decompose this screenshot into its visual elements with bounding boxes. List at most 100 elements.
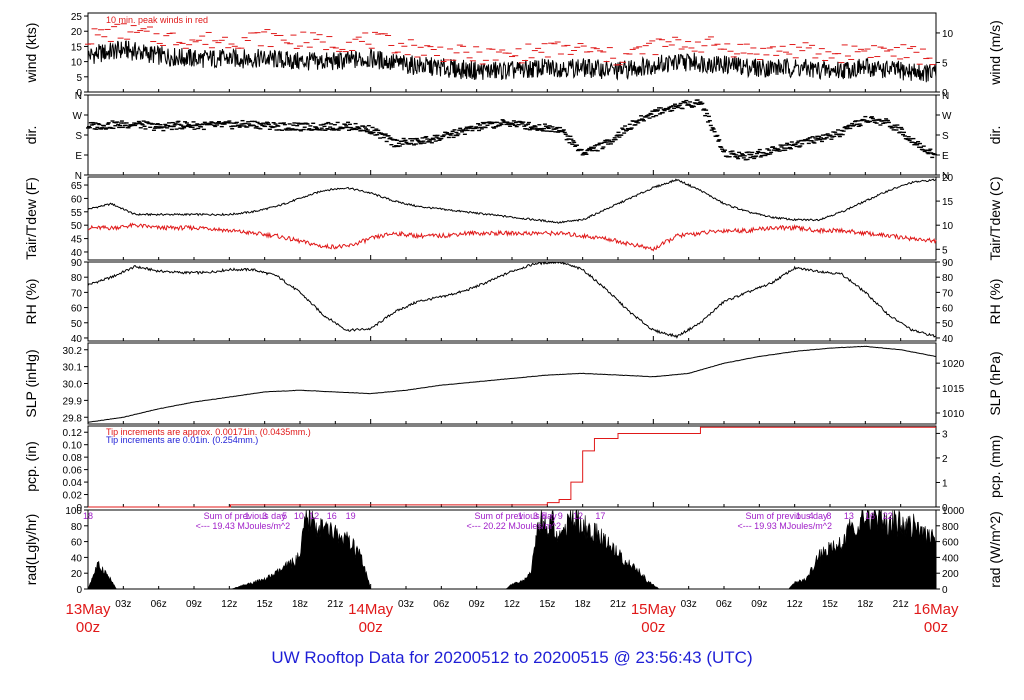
y-tick-label-right: 400 — [942, 553, 959, 564]
y-tick-label-left: 29.8 — [63, 413, 83, 424]
y-tick-label-left: 40 — [71, 334, 83, 345]
y-tick-label-right: 1000 — [942, 506, 965, 517]
sunrise-hour-label: 17 — [595, 511, 605, 521]
sunrise-hour-label: 19 — [346, 511, 356, 521]
series-temp-tdew — [87, 222, 937, 252]
y-axis-title-right: Tair/Tdew (C) — [987, 176, 1003, 260]
y-tick-label-left: N — [75, 171, 82, 182]
y-tick-label-right: 10 — [942, 29, 954, 40]
sunrise-hour-label: 1 — [518, 511, 523, 521]
y-tick-label-right: 60 — [942, 304, 954, 315]
footer-title: UW Rooftop Data for 20200512 to 20200515… — [271, 648, 753, 667]
y-tick-label-left: 80 — [71, 273, 83, 284]
y-tick-label-left: 100 — [65, 506, 82, 517]
panel-rh: 40 50 60 70 80 90 40 50 60 70 80 90 — [71, 258, 954, 345]
x-hour-label: 21z — [610, 599, 626, 610]
y-tick-label-right: 1015 — [942, 384, 965, 395]
sum-value-label: <--- 20.22 MJoules/m^2 — [467, 521, 562, 531]
y-tick-label-right: 1010 — [942, 409, 965, 420]
y-axis-title-left: rad(Lgly/hr) — [23, 514, 39, 586]
y-tick-label-left: 0.12 — [63, 428, 83, 439]
y-tick-label-right: 5 — [942, 58, 948, 69]
x-day-hour-label: 00z — [641, 619, 665, 636]
y-axis-title-left: wind (kts) — [23, 23, 39, 84]
y-tick-label-left: W — [73, 111, 83, 122]
y-tick-label-left: 0.08 — [63, 453, 83, 464]
sunrise-hour-label: 8 — [826, 511, 831, 521]
panel-dir: N NE ES SW WN N — [73, 91, 952, 182]
panel-wind: 0 5 10 15 20 25 0 5 10 10 min. peak winds in red — [71, 12, 954, 99]
panel-frame — [87, 94, 937, 176]
y-tick-label-left: 50 — [71, 319, 83, 330]
x-hour-label: 21z — [327, 599, 343, 610]
y-tick-label-left: 10 — [71, 58, 83, 69]
series-rad-area — [87, 509, 937, 590]
y-tick-label-right: 0 — [942, 88, 948, 99]
y-tick-label-left: N — [75, 91, 82, 102]
y-axis-title-left: pcp. (in) — [23, 441, 39, 492]
sum-value-label: <--- 19.43 MJoules/m^2 — [196, 521, 291, 531]
y-tick-label-left: 30.1 — [63, 363, 83, 374]
y-tick-label-left: 40 — [71, 553, 83, 564]
x-hour-label: 09z — [469, 599, 485, 610]
y-tick-label-left: 50 — [71, 221, 83, 232]
x-hour-label: 03z — [115, 599, 131, 610]
x-hour-label: 18z — [292, 599, 308, 610]
x-day-hour-label: 00z — [924, 619, 948, 636]
y-tick-label-left: 80 — [71, 522, 83, 533]
y-tick-label-left: S — [75, 131, 82, 142]
panel-slp: 29.8 29.9 30.0 30.1 30.2 1010 1015 1020 — [63, 342, 965, 425]
sunrise-hour-label: 13 — [844, 511, 854, 521]
y-tick-label-right: W — [942, 111, 952, 122]
x-hour-label: 15z — [539, 599, 555, 610]
y-axis-title-left: SLP (inHg) — [23, 349, 39, 417]
x-day-hour-label: 00z — [359, 619, 383, 636]
x-day-label: 13May — [65, 601, 111, 618]
sunrise-hour-label: 3 — [533, 511, 538, 521]
x-hour-label: 15z — [822, 599, 838, 610]
y-tick-label-right: 20 — [942, 173, 954, 184]
y-tick-label-right: 0 — [942, 585, 948, 596]
y-tick-label-right: 600 — [942, 538, 959, 549]
y-tick-label-right: 90 — [942, 258, 954, 269]
y-tick-label-left: 45 — [71, 235, 83, 246]
y-axis-title-right: SLP (hPa) — [987, 351, 1003, 415]
x-hour-label: 18z — [575, 599, 591, 610]
sunrise-hour-label: 16 — [327, 511, 337, 521]
y-tick-label-right: 40 — [942, 334, 954, 345]
y-tick-label-left: 0.10 — [63, 441, 83, 452]
y-tick-label-left: 30.0 — [63, 380, 83, 391]
series-temp-tair — [87, 178, 937, 224]
x-hour-label: 03z — [681, 599, 697, 610]
y-tick-label-left: 30.2 — [63, 346, 83, 357]
x-hour-label: 03z — [398, 599, 414, 610]
y-tick-label-right: 80 — [942, 273, 954, 284]
y-tick-label-right: 10 — [942, 221, 954, 232]
panel-frame — [87, 12, 937, 93]
x-hour-label: 15z — [257, 599, 273, 610]
y-axis-title-right: dir. — [987, 126, 1003, 145]
sum-value-label: <--- 19.93 MJoules/m^2 — [737, 521, 832, 531]
x-hour-label: 12z — [787, 599, 803, 610]
x-hour-label: 18z — [857, 599, 873, 610]
y-tick-label-left: 90 — [71, 258, 83, 269]
x-hour-label: 12z — [504, 599, 520, 610]
y-axis-title-right: rad (W/m^2) — [987, 511, 1003, 588]
y-tick-label-right: 1020 — [942, 359, 965, 370]
sunrise-hour-label: 4 — [809, 511, 814, 521]
y-tick-label-right: 2 — [942, 454, 948, 465]
series-rh-rh — [87, 260, 937, 339]
y-axis-title-left: RH (%) — [23, 279, 39, 325]
x-hour-label: 09z — [751, 599, 767, 610]
y-axis-title-right: wind (m/s) — [987, 20, 1003, 86]
sunrise-hour-label: 22 — [883, 511, 893, 521]
sunrise-hour-label: 1 — [244, 511, 249, 521]
panel-frame — [87, 261, 937, 342]
sunrise-hour-label: 18 — [83, 511, 93, 521]
y-tick-label-left: 70 — [71, 288, 83, 299]
y-tick-label-left: 15 — [71, 42, 83, 53]
y-tick-label-right: 800 — [942, 522, 959, 533]
y-tick-label-left: 0 — [76, 585, 82, 596]
